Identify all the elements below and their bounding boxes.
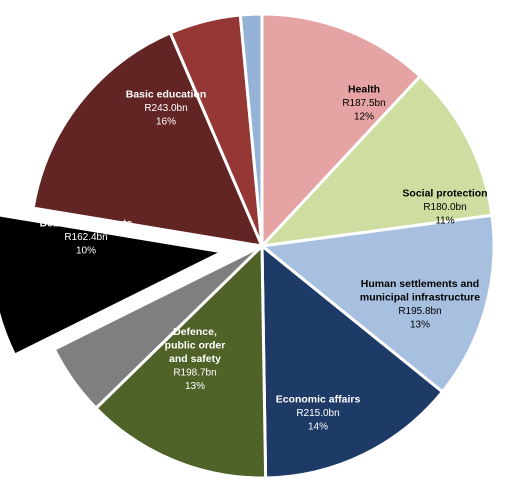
slice-amount-text: R215.0bn	[296, 408, 339, 419]
pie-slice-unlabeled-9	[238, 12, 264, 248]
pie-label-debt-service-costs: Debt service costs R162.4bn 10%	[40, 218, 133, 257]
pie-slice-human-settlements-and-municipal-infrastructure	[260, 213, 496, 394]
slice-name-text: public order	[165, 340, 226, 352]
slice-name-text: Basic education	[126, 89, 207, 101]
pie-label-basic-education: Basic education R243.0bn 16%	[126, 89, 207, 128]
slice-name-text: and safety	[169, 353, 221, 365]
slice-percent-text: 13%	[185, 381, 205, 392]
pie-slice-economic-affairs	[260, 244, 444, 479]
pie-slice-debt-service-costs	[0, 213, 224, 357]
slice-amount-text: R198.7bn	[173, 368, 216, 379]
pie-label-social-protection: Social protection R180.0bn 11%	[402, 188, 487, 227]
slice-percent-text: 11%	[435, 216, 454, 227]
labels-layer: Health R187.5bn 12% Social protection R180.0…	[40, 84, 488, 433]
slice-name-text: Human settlements and	[361, 278, 479, 290]
pie-slice-defence-public-order-and-safety	[94, 244, 268, 479]
slice-amount-text: R243.0bn	[144, 103, 187, 114]
slice-name-text: Defence,	[173, 326, 217, 338]
pie-slice-basic-education	[31, 31, 264, 248]
slice-name-text: Economic affairs	[276, 394, 361, 406]
slice-percent-text: 13%	[410, 319, 430, 330]
slices-layer	[0, 12, 496, 479]
pie-slice-unlabeled-5	[52, 244, 264, 410]
slice-amount-text: R162.4bn	[64, 232, 107, 243]
slice-percent-text: 14%	[308, 422, 328, 433]
slice-name-text: Social protection	[402, 188, 487, 200]
pie-slice-social-protection	[260, 74, 494, 248]
slice-percent-text: 16%	[156, 117, 176, 128]
pie-label-economic-affairs: Economic affairs R215.0bn 14%	[276, 394, 361, 433]
slice-name-text: municipal infrastructure	[360, 291, 480, 303]
slice-name-text: Debt service costs	[40, 218, 133, 230]
slice-percent-text: 12%	[354, 112, 374, 123]
slice-amount-text: R195.8bn	[398, 306, 441, 317]
slice-percent-text: 10%	[76, 246, 96, 257]
pie-label-health: Health R187.5bn 12%	[342, 84, 385, 123]
slice-name-text: Health	[348, 84, 380, 96]
slice-amount-text: R187.5bn	[342, 98, 385, 109]
slice-amount-text: R180.0bn	[423, 202, 466, 213]
pie-slice-health	[260, 12, 422, 248]
